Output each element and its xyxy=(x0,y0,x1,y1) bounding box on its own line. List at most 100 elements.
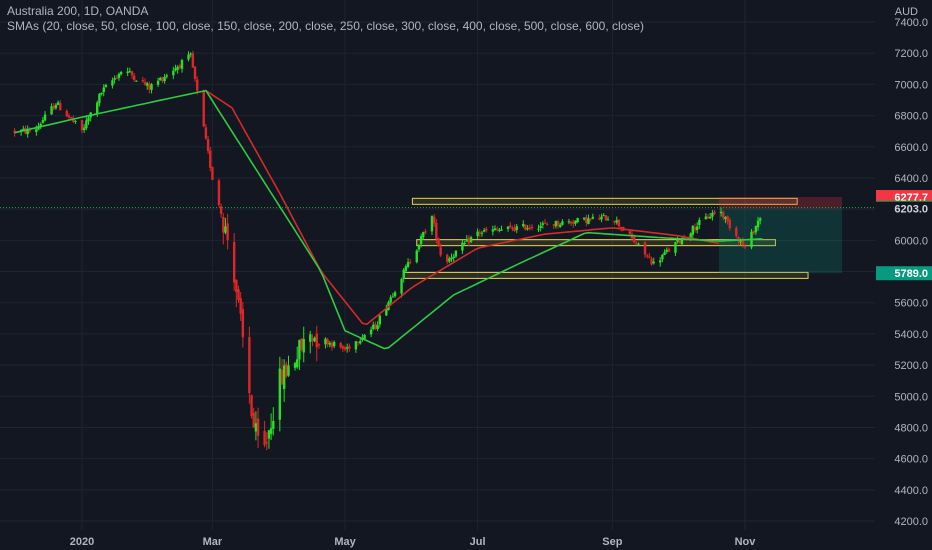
candlestick-series xyxy=(13,50,762,451)
symbol-title[interactable]: Australia 200, 1D, OANDA xyxy=(7,4,149,18)
candle-body xyxy=(56,102,60,106)
candle-body xyxy=(148,83,151,90)
candle-body xyxy=(704,216,708,220)
candle-body xyxy=(69,116,73,119)
candle-body xyxy=(302,338,305,353)
stop-loss-area[interactable] xyxy=(718,197,842,209)
range-zone[interactable] xyxy=(403,271,809,279)
candle-body xyxy=(293,363,297,368)
candle-body xyxy=(615,220,618,223)
candle-body xyxy=(113,78,116,80)
price-tick-label: 7000.0 xyxy=(894,79,928,91)
candle-body xyxy=(648,256,651,258)
price-tick-label: 7400.0 xyxy=(894,17,928,29)
time-tick-label: Nov xyxy=(735,536,757,548)
candle-body xyxy=(256,418,260,436)
candle-body xyxy=(743,246,747,248)
candle-body xyxy=(741,240,745,246)
candle-body xyxy=(217,180,221,206)
candle-body xyxy=(450,257,453,260)
candle-body xyxy=(239,298,242,314)
candle-body xyxy=(439,247,442,256)
candle-body xyxy=(689,233,692,239)
candle-body xyxy=(713,211,716,214)
candle-body xyxy=(130,71,134,76)
candle-body xyxy=(391,296,395,298)
candle-body xyxy=(150,84,153,90)
range-zone[interactable] xyxy=(411,197,798,205)
candle-body xyxy=(452,256,455,259)
candle-body xyxy=(604,215,608,221)
candle-body xyxy=(176,66,179,70)
candle-body xyxy=(661,254,664,260)
candle-body xyxy=(409,261,412,263)
candle-body xyxy=(96,102,99,114)
candle-body xyxy=(378,315,382,325)
candle-body xyxy=(278,368,282,420)
candle-body xyxy=(326,339,329,345)
candle-body xyxy=(722,212,725,218)
price-tick-label: 4400.0 xyxy=(894,485,928,497)
candle-body xyxy=(65,110,68,117)
candle-body xyxy=(263,430,266,446)
candle-body xyxy=(467,237,471,243)
candle-body xyxy=(250,395,253,417)
price-tick-label: 6600.0 xyxy=(894,142,928,154)
candle-body xyxy=(463,243,466,245)
candle-body xyxy=(241,309,245,338)
candle-body xyxy=(693,227,697,230)
candle-body xyxy=(545,224,549,226)
candle-body xyxy=(341,346,345,349)
candle-body xyxy=(39,124,42,128)
candle-body xyxy=(752,231,755,234)
candle-body xyxy=(235,279,238,293)
candle-body xyxy=(267,430,271,439)
candle-body xyxy=(317,344,321,346)
chart-grid xyxy=(0,0,875,530)
candle-body xyxy=(698,219,701,226)
candle-body xyxy=(187,54,190,60)
candle-body xyxy=(485,228,488,231)
candle-body xyxy=(598,218,601,220)
candle-body xyxy=(637,243,640,245)
time-axis[interactable]: 2020 Mar May Jul Sep Nov xyxy=(70,536,757,548)
range-zone[interactable] xyxy=(416,239,776,247)
candle-body xyxy=(226,223,229,241)
candle-body xyxy=(311,339,314,341)
candle-body xyxy=(204,127,208,139)
candle-body xyxy=(600,216,603,220)
time-tick-label: May xyxy=(334,536,356,548)
candle-body xyxy=(269,428,273,435)
candle-body xyxy=(26,129,29,135)
candle-body xyxy=(680,238,684,245)
candle-body xyxy=(667,248,671,252)
candle-body xyxy=(574,220,577,224)
candle-body xyxy=(635,243,638,245)
price-tag xyxy=(876,190,932,205)
candle-body xyxy=(41,120,45,123)
candle-body xyxy=(498,229,501,231)
candle-body xyxy=(346,347,349,349)
candle-body xyxy=(676,239,679,242)
candle-body xyxy=(585,217,588,224)
price-tick-label: 5400.0 xyxy=(894,329,928,341)
candle-body xyxy=(165,75,168,77)
candle-body xyxy=(691,225,695,235)
candle-body xyxy=(513,228,516,231)
candle-body xyxy=(156,80,160,85)
indicator-title[interactable]: SMAs (20, close, 50, close, 100, close, … xyxy=(7,19,645,33)
candle-body xyxy=(706,216,710,219)
price-axis[interactable]: 7400.07200.07000.06800.06600.06400.06200… xyxy=(894,6,928,528)
candle-body xyxy=(739,240,742,243)
candle-body xyxy=(495,229,499,231)
time-tick-label: 2020 xyxy=(70,536,94,548)
candle-body xyxy=(330,342,334,347)
candle-body xyxy=(254,423,258,432)
candle-body xyxy=(332,341,336,347)
candle-body xyxy=(85,120,88,129)
candle-body xyxy=(619,226,623,229)
candle-body xyxy=(189,53,192,55)
candle-body xyxy=(59,103,62,111)
candle-body xyxy=(224,226,227,233)
